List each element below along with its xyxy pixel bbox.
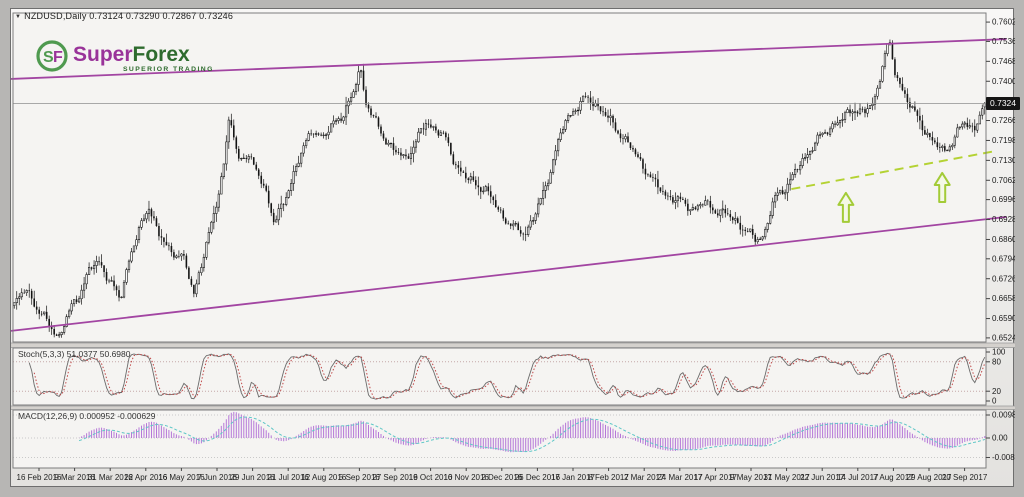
logo-tagline: SUPERIOR TRADING [123,66,214,73]
chart-title[interactable]: ▼ NZDUSD,Daily 0.73124 0.73290 0.72867 0.… [15,11,233,21]
svg-text:16 May 2016: 16 May 2016 [158,473,205,482]
svg-text:2 Mar 2017: 2 Mar 2017 [624,473,665,482]
svg-text:9 May 2017: 9 May 2017 [730,473,772,482]
chart-title-text: NZDUSD,Daily 0.73124 0.73290 0.72867 0.7… [24,11,234,21]
svg-text:20 Sep 2017: 20 Sep 2017 [942,473,988,482]
svg-text:14 Jul 2017: 14 Jul 2017 [837,473,879,482]
svg-text:0.6928: 0.6928 [992,215,1015,224]
svg-text:29 Jun 2016: 29 Jun 2016 [231,473,276,482]
svg-text:0.6726: 0.6726 [992,274,1015,283]
logo-ring-icon [36,40,68,72]
svg-text:0.7468: 0.7468 [992,57,1015,66]
superforex-logo: S F SuperForex SUPERIOR TRADING [33,35,233,82]
collapse-icon[interactable]: ▼ [15,14,22,20]
svg-text:29 Aug 2017: 29 Aug 2017 [907,473,952,482]
svg-text:10 Nov 2016: 10 Nov 2016 [444,473,490,482]
svg-text:0.6524: 0.6524 [992,333,1015,342]
svg-text:0.7130: 0.7130 [992,156,1015,165]
current-price-box: 0.7324 [986,97,1020,110]
svg-text:22 Apr 2016: 22 Apr 2016 [124,473,168,482]
svg-text:0.6996: 0.6996 [992,195,1015,204]
svg-text:100: 100 [992,348,1006,357]
svg-text:0.7400: 0.7400 [992,77,1015,86]
svg-text:31 May 2017: 31 May 2017 [763,473,810,482]
svg-text:0.7536: 0.7536 [992,37,1015,46]
macd-indicator-label: MACD(12,26,9) 0.000952 -0.000629 [18,411,156,421]
svg-text:22 Jun 2017: 22 Jun 2017 [800,473,845,482]
svg-text:0.0098: 0.0098 [992,411,1015,420]
svg-text:0.7198: 0.7198 [992,136,1015,145]
chart-window: 0.76020.75360.74680.74000.73340.72660.71… [10,8,1020,488]
logo-monogram-s: S [43,49,54,66]
svg-text:8 Feb 2017: 8 Feb 2017 [588,473,629,482]
svg-text:9 Mar 2016: 9 Mar 2016 [54,473,95,482]
svg-text:0.6658: 0.6658 [992,294,1015,303]
svg-text:0.6860: 0.6860 [992,235,1015,244]
svg-text:26 Dec 2016: 26 Dec 2016 [515,473,561,482]
svg-text:17 Apr 2017: 17 Apr 2017 [694,473,738,482]
svg-text:7 Jun 2016: 7 Jun 2016 [197,473,237,482]
logo-name: SuperForex [73,43,190,66]
svg-text:0.7266: 0.7266 [992,116,1015,125]
svg-text:16 Feb 2016: 16 Feb 2016 [17,473,62,482]
chart-canvas[interactable]: 0.76020.75360.74680.74000.73340.72660.71… [11,9,1015,488]
svg-text:21 Jul 2016: 21 Jul 2016 [268,473,310,482]
svg-text:80: 80 [992,357,1001,366]
stoch-indicator-label: Stoch(5,3,3) 51.0377 50.6980 [18,349,131,359]
superforex-logo-graphic: S F SuperForex SUPERIOR TRADING [36,40,214,73]
svg-text:12 Aug 2016: 12 Aug 2016 [301,473,346,482]
svg-text:24 Mar 2017: 24 Mar 2017 [657,473,702,482]
svg-text:0: 0 [992,397,997,406]
svg-text:20: 20 [992,387,1001,396]
svg-text:0.7602: 0.7602 [992,18,1015,27]
svg-text:-0.0083: -0.0083 [992,453,1015,462]
svg-text:19 Oct 2016: 19 Oct 2016 [409,473,453,482]
logo-monogram-f: F [53,49,63,66]
svg-text:0.7062: 0.7062 [992,176,1015,185]
svg-text:17 Jan 2017: 17 Jan 2017 [551,473,596,482]
svg-text:2 Dec 2016: 2 Dec 2016 [481,473,522,482]
svg-text:0.6590: 0.6590 [992,314,1015,323]
svg-text:7 Aug 2017: 7 Aug 2017 [873,473,914,482]
svg-text:31 Mar 2016: 31 Mar 2016 [88,473,133,482]
svg-text:0.6794: 0.6794 [992,254,1015,263]
svg-text:5 Sep 2016: 5 Sep 2016 [339,473,380,482]
svg-text:27 Sep 2016: 27 Sep 2016 [372,473,418,482]
svg-text:0.00: 0.00 [992,434,1008,443]
